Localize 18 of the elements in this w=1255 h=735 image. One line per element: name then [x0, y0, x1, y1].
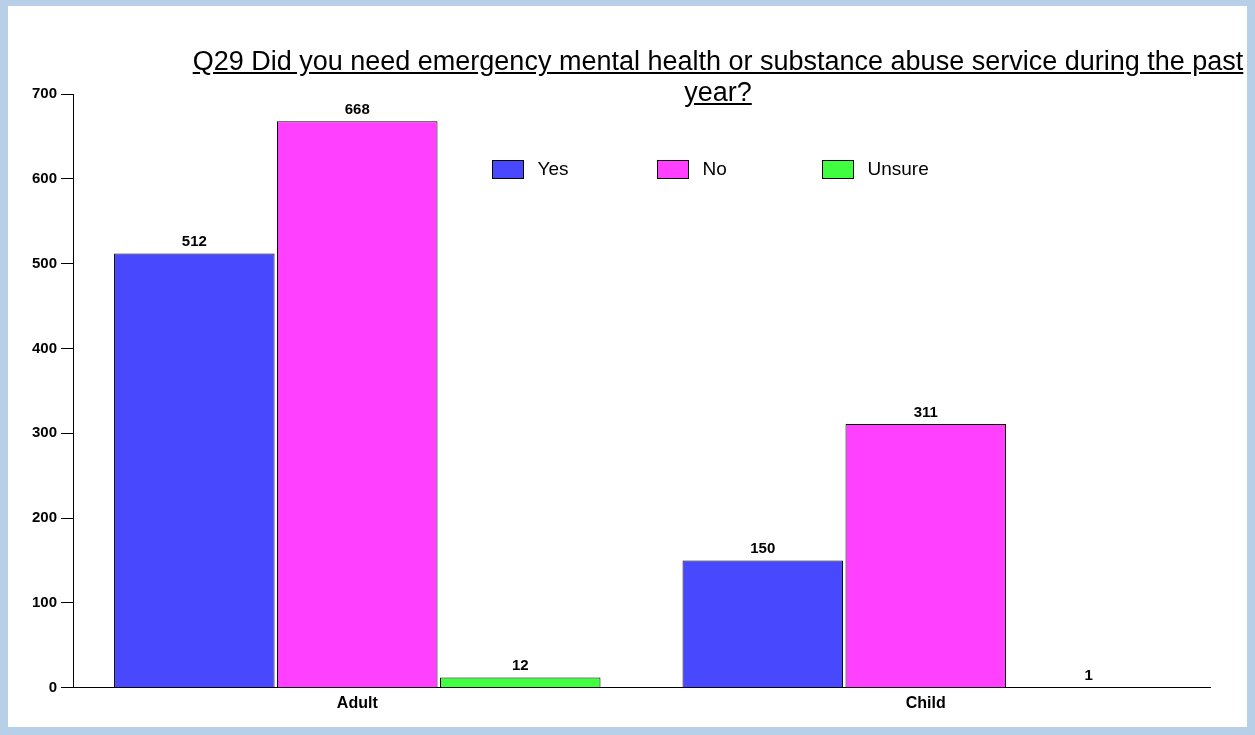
data-label: 150: [750, 539, 776, 557]
data-label: 311: [913, 402, 938, 420]
y-tick-label: 300: [32, 423, 58, 441]
legend-label: No: [702, 158, 727, 180]
x-tick-label: Adult: [336, 693, 379, 711]
data-label: 1: [1084, 665, 1093, 683]
y-tick-label: 100: [32, 593, 58, 611]
y-tick-label: 400: [32, 338, 58, 356]
y-tick-label: 0: [48, 677, 58, 695]
x-tick-label: Child: [905, 693, 946, 711]
data-label: 512: [181, 232, 207, 250]
y-tick-label: 600: [32, 168, 58, 186]
data-label: 12: [511, 656, 529, 674]
y-tick-label: 200: [32, 508, 58, 526]
y-tick-label: 500: [32, 253, 58, 271]
y-tick-label: 700: [32, 84, 58, 102]
legend-label: Yes: [537, 158, 569, 180]
legend-label: Unsure: [867, 158, 929, 180]
